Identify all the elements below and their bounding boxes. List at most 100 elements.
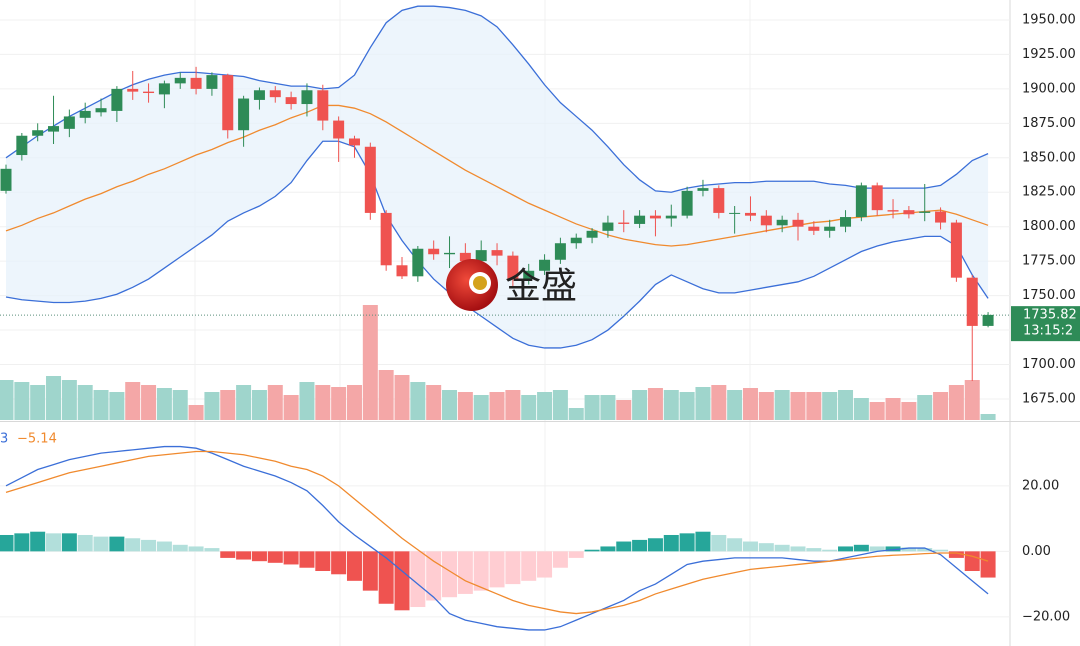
macd-hist-bar — [204, 548, 220, 552]
countdown-label: 13:15:2 — [1023, 324, 1073, 339]
volume-bar — [457, 392, 473, 420]
watermark-text: 金盛 — [505, 266, 577, 307]
candle-body — [903, 210, 915, 215]
y-tick-label: 20.00 — [1022, 478, 1059, 493]
candle-body — [158, 83, 170, 95]
logo-dot — [473, 276, 487, 290]
candle-body — [63, 116, 75, 129]
candle-body — [919, 211, 931, 213]
candle-body — [665, 215, 677, 219]
volume-bar — [362, 305, 378, 420]
macd-hist-bar — [853, 544, 869, 552]
volume-bar — [77, 385, 93, 420]
candle-body — [554, 243, 566, 260]
candle-body — [507, 255, 519, 280]
macd-hist-bar — [331, 551, 347, 575]
band-upper — [5, 5, 989, 193]
volume-bar — [220, 390, 236, 420]
candle-body — [586, 230, 598, 238]
volume-bar — [584, 395, 600, 420]
candle-body — [301, 90, 313, 105]
candle-body — [729, 212, 741, 214]
volume-bar — [172, 390, 188, 420]
candle-body — [380, 212, 392, 266]
macd-hist-bar — [410, 551, 426, 608]
y-tick-label: −20.00 — [1022, 609, 1070, 624]
volume-bar — [711, 385, 727, 420]
volume-bar — [14, 382, 30, 420]
candle-body — [618, 222, 630, 224]
macd-hist-bar — [933, 549, 949, 552]
macd-legend: −5.14 — [17, 432, 57, 447]
macd-hist-bar — [774, 544, 790, 552]
volume-bar — [537, 392, 553, 420]
macd-hist-bar — [77, 534, 93, 552]
macd-hist-bar — [869, 546, 885, 552]
candle-body — [238, 98, 250, 131]
candle-body — [285, 97, 297, 105]
volume-bar — [758, 392, 774, 420]
candle-body — [111, 88, 123, 111]
volume-bar — [679, 392, 695, 420]
macd-hist-bar — [109, 536, 125, 552]
volume-bar — [521, 395, 537, 420]
volume-bar — [980, 414, 996, 420]
macd-hist-bar — [838, 546, 854, 552]
y-tick-label: 1675.00 — [1022, 391, 1076, 406]
candle-body — [412, 248, 424, 277]
candle-body — [634, 215, 646, 224]
macd-hist-bar — [489, 551, 505, 588]
macd-hist-bar — [632, 539, 648, 552]
macd-hist-bar — [267, 551, 283, 563]
candle-body — [966, 277, 978, 326]
candle-body — [982, 314, 994, 326]
volume-bar — [568, 408, 584, 420]
candle-body — [16, 135, 28, 156]
candle-body — [744, 212, 756, 216]
volume-bar — [964, 380, 980, 420]
macd-hist-bar — [727, 538, 743, 552]
y-tick-label: 1850.00 — [1022, 150, 1076, 165]
candle-body — [444, 252, 456, 255]
volume-bar — [473, 395, 489, 420]
macd-hist-bar — [14, 533, 30, 552]
macd-hist-bar — [647, 538, 663, 552]
macd-hist-bar — [251, 551, 267, 562]
price-tag — [1011, 306, 1080, 342]
candle-body — [792, 219, 804, 227]
volume-bar — [727, 390, 743, 420]
candle-body — [317, 90, 329, 121]
volume-bar — [917, 395, 933, 420]
macd-hist-bar — [188, 546, 204, 552]
candle-body — [808, 226, 820, 231]
macd-hist-bar — [442, 551, 458, 598]
price-tag-label: 1735.82 — [1023, 308, 1077, 323]
volume-bar — [663, 390, 679, 420]
macd-hist-bar — [948, 551, 964, 558]
candle-body — [950, 222, 962, 278]
candle-body — [840, 217, 852, 227]
band-lower — [5, 140, 989, 349]
volume-bar — [442, 390, 458, 420]
candle-body — [602, 222, 614, 231]
watermark: 金盛 — [446, 259, 577, 311]
macd-hist-bar — [742, 541, 758, 552]
volume-bar — [283, 395, 299, 420]
candle-body — [174, 77, 186, 84]
volume-bar — [742, 388, 758, 420]
volume-bar — [93, 390, 109, 420]
candle-body — [348, 138, 360, 146]
macd-hist-bar — [711, 534, 727, 552]
candle-body — [935, 211, 947, 223]
candle-body — [143, 91, 155, 94]
candle-body — [539, 259, 551, 271]
macd-hist-bar — [156, 541, 172, 552]
candle-body — [824, 226, 836, 231]
volume-bar — [885, 398, 901, 420]
macd-hist-bar — [125, 538, 141, 552]
volume-bar — [853, 398, 869, 420]
candle-body — [776, 219, 788, 226]
y-tick-label: 0.00 — [1022, 544, 1051, 559]
macd-hist-bar — [141, 539, 157, 552]
volume-bar — [616, 400, 632, 420]
